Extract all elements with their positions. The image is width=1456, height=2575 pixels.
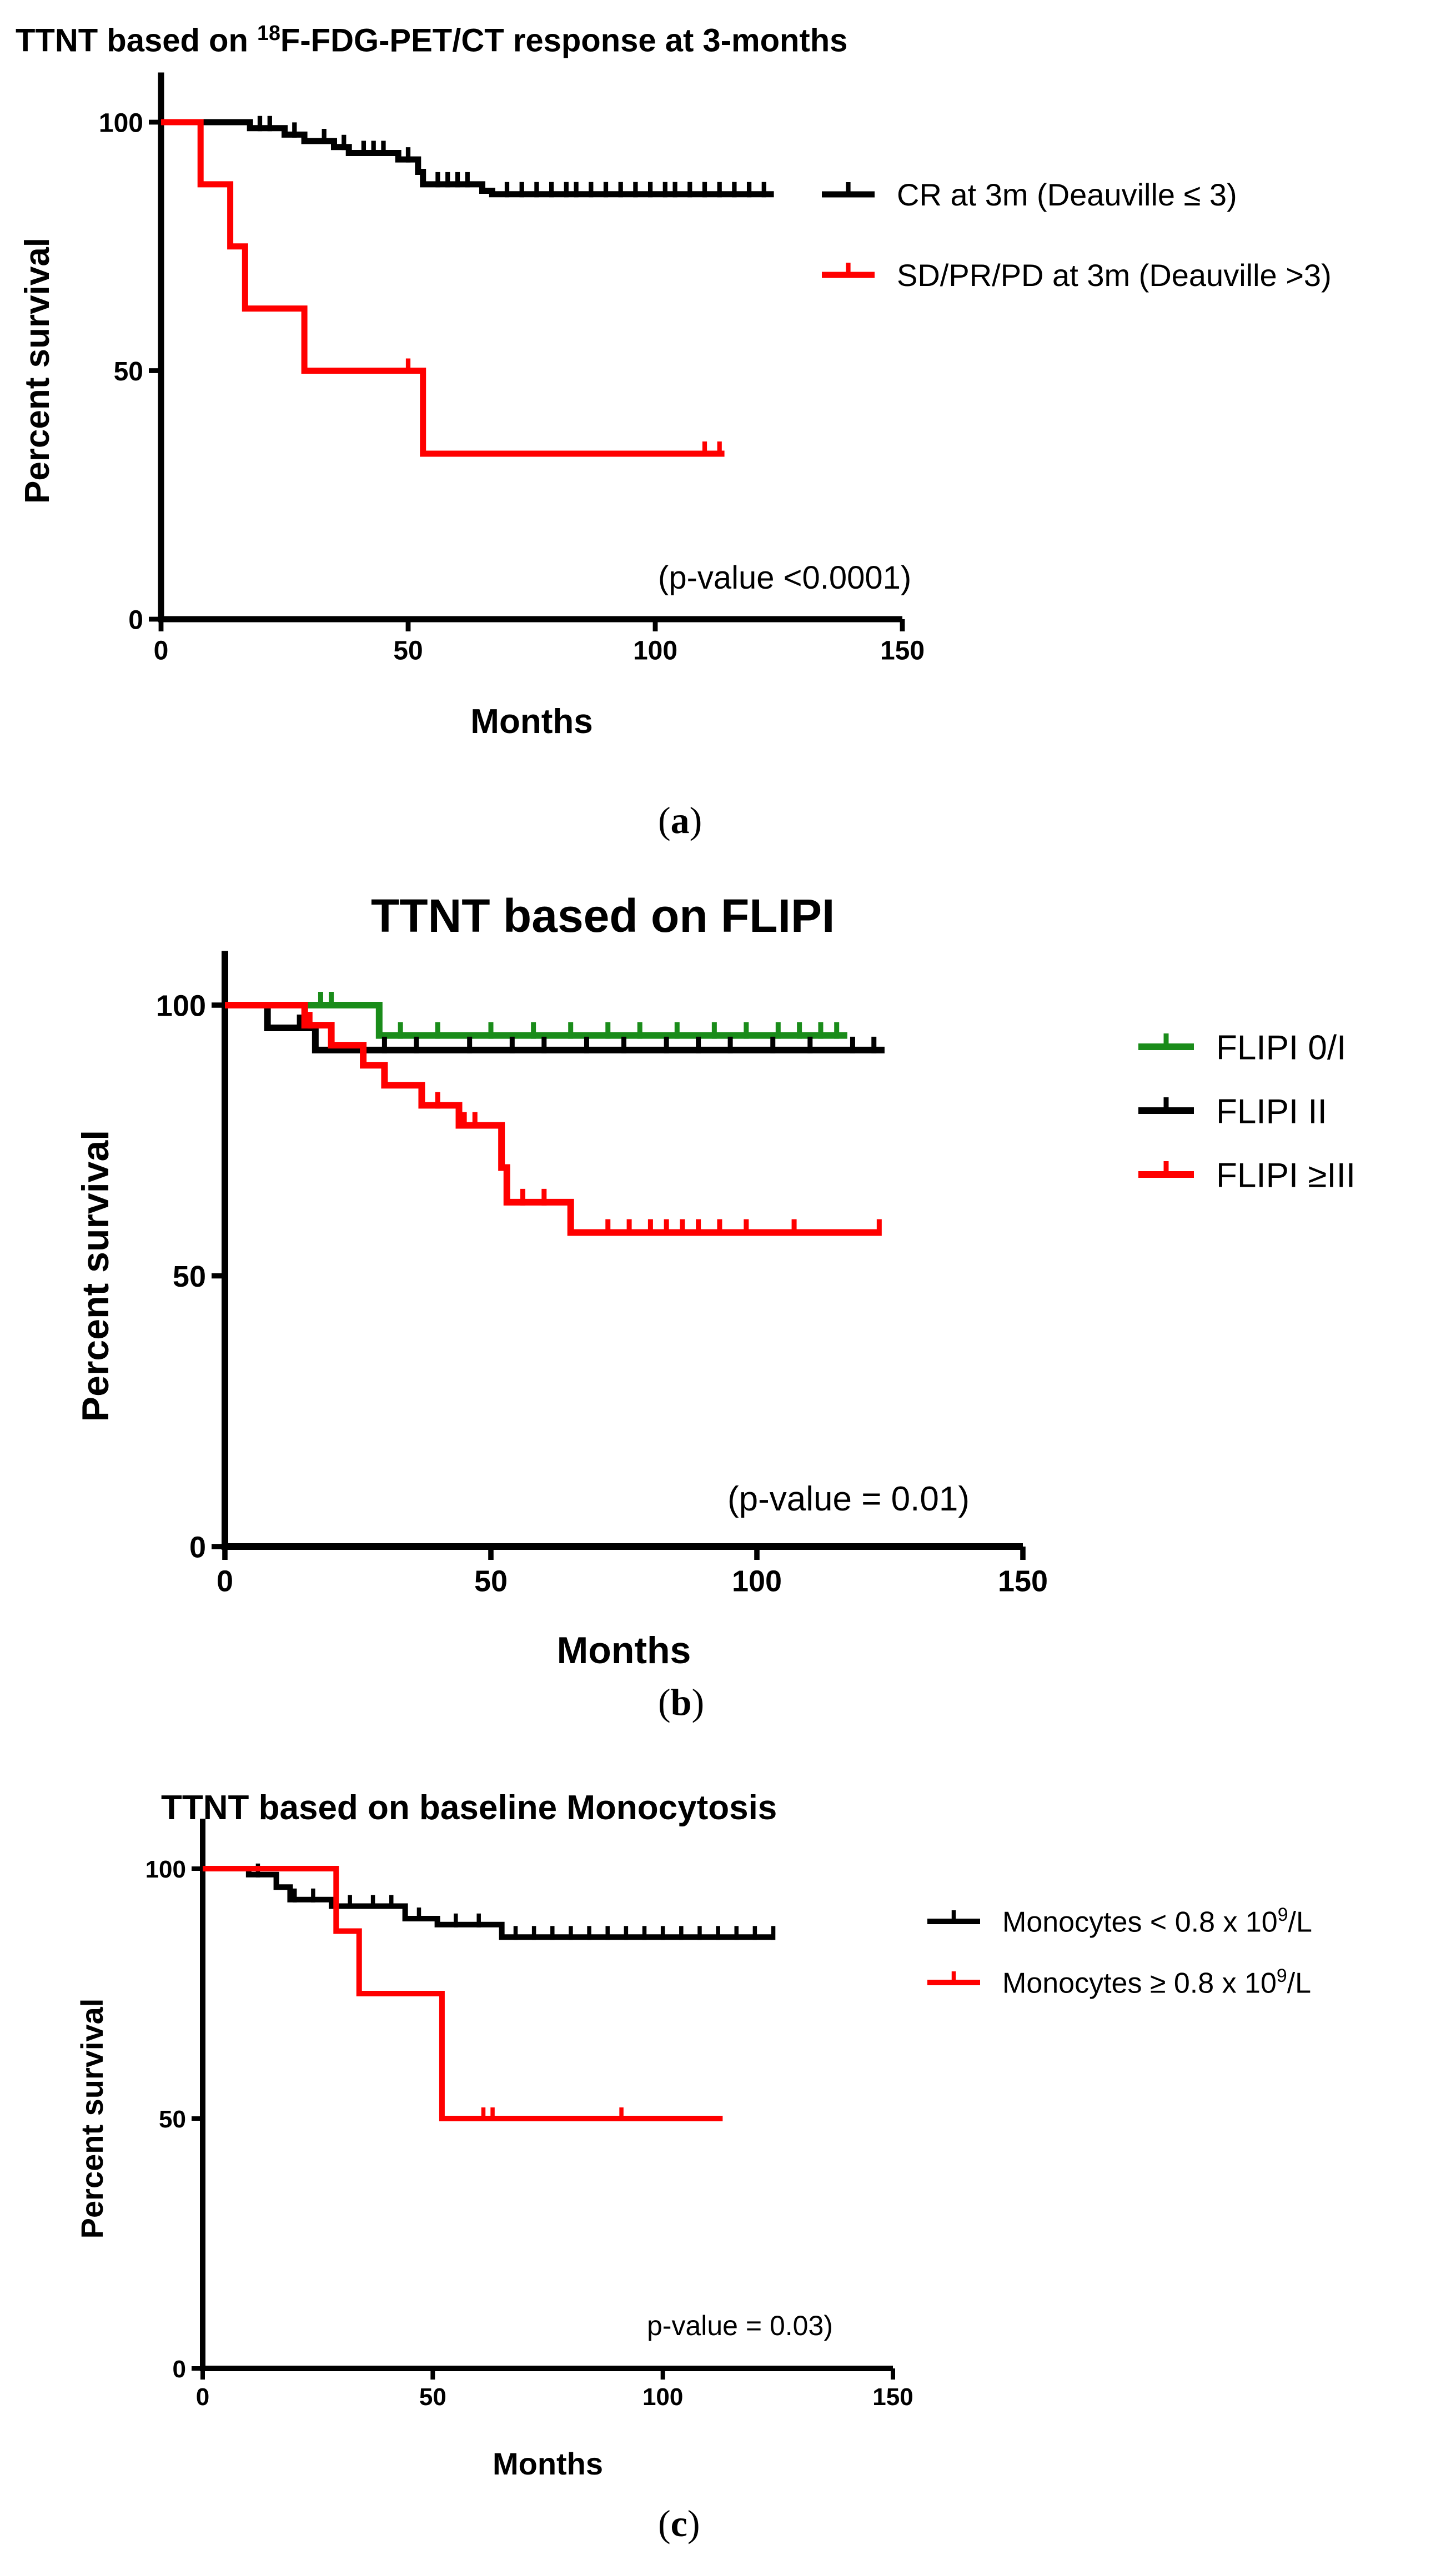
legend-label: Monocytes ≥ 0.8 x 109/L [1002,1965,1311,2000]
legend-item: CR at 3m (Deauville ≤ 3) [822,177,1237,212]
x-axis-label: Months [470,702,593,741]
series-group [225,1002,885,1053]
legend-item: Monocytes ≥ 0.8 x 109/L [927,1965,1311,2000]
panel-b: TTNT based on FLIPI 0 50 100 150 0 50 100 Month… [0,866,1456,1755]
panel-c: TTNT based on baseline Monocytosis 0 50 10… [0,1755,1456,2575]
figure-caption: (c) [658,2502,700,2544]
y-tick-label: 100 [145,1856,186,1883]
y-axis-label: Percent survival [74,1130,117,1422]
legend-item: SD/PR/PD at 3m (Deauville >3) [822,258,1332,293]
series-group [225,1002,882,1236]
legend-label: FLIPI II [1216,1092,1327,1131]
chart-title: TTNT based on baseline Monocytosis [161,1789,777,1827]
legend-label: CR at 3m (Deauville ≤ 3) [897,177,1237,212]
p-value-annotation: (p-value <0.0001) [658,560,911,596]
chart-title: TTNT based on 18F-FDG-PET/CT response at… [16,21,848,59]
x-tick-label: 100 [633,636,677,665]
survival-line [203,1866,774,1940]
x-axis-label: Months [557,1629,691,1672]
figure-caption: (b) [658,1681,705,1723]
x-tick-label: 50 [419,2383,446,2411]
chart-title: TTNT based on FLIPI [371,890,835,942]
legend-item: FLIPI ≥III [1138,1156,1355,1194]
series-group [161,119,725,457]
figure-caption: (a) [658,799,702,841]
y-axis-label: Percent survival [74,1999,109,2239]
legend-item: FLIPI II [1138,1092,1327,1131]
x-tick-label: 150 [998,1565,1048,1598]
y-tick-label: 0 [189,1530,206,1564]
legend-item: Monocytes < 0.8 x 109/L [927,1904,1312,1939]
x-tick-label: 50 [393,636,423,665]
x-tick-label: 100 [732,1565,782,1598]
series-group [161,116,774,198]
x-tick-label: 150 [872,2383,913,2411]
y-tick-label: 0 [128,605,143,635]
series-group [203,1863,776,1940]
series-group [203,1866,723,2121]
survival-line [225,1002,880,1236]
km-chart-a: 0 50 100 150 0 50 100 Months Percent survival CR … [18,72,1332,741]
x-tick-label: 0 [154,636,169,665]
x-tick-label: 0 [217,1565,233,1598]
x-tick-label: 150 [880,636,925,665]
y-tick-label: 50 [159,2106,186,2133]
panel-a: TTNT based on 18F-FDG-PET/CT response at… [0,0,1456,866]
x-tick-label: 0 [196,2383,209,2411]
y-tick-label: 100 [156,989,206,1022]
y-axis-label: Percent survival [18,238,57,504]
x-tick-label: 100 [642,2383,683,2411]
y-tick-label: 50 [173,1260,206,1293]
x-tick-label: 50 [474,1565,508,1598]
legend-label: Monocytes < 0.8 x 109/L [1002,1904,1312,1939]
y-tick-label: 50 [114,357,143,386]
legend-label: SD/PR/PD at 3m (Deauville >3) [897,258,1332,293]
x-axis-label: Months [493,2446,603,2481]
survival-line [203,1866,723,2121]
legend-label: FLIPI ≥III [1216,1156,1355,1194]
y-tick-label: 0 [173,2356,186,2383]
survival-line [161,119,725,457]
legend-item: FLIPI 0/I [1138,1028,1346,1067]
p-value-annotation: p-value = 0.03) [647,2310,833,2341]
legend-label: FLIPI 0/I [1216,1028,1346,1067]
y-tick-label: 100 [99,108,143,138]
p-value-annotation: (p-value = 0.01) [727,1480,970,1518]
km-chart-c: 0 50 100 150 0 50 100 Months Percent survival Mon… [74,1819,1312,2481]
km-chart-b: 0 50 100 150 0 50 100 Months Percent survival FLI… [74,951,1355,1672]
